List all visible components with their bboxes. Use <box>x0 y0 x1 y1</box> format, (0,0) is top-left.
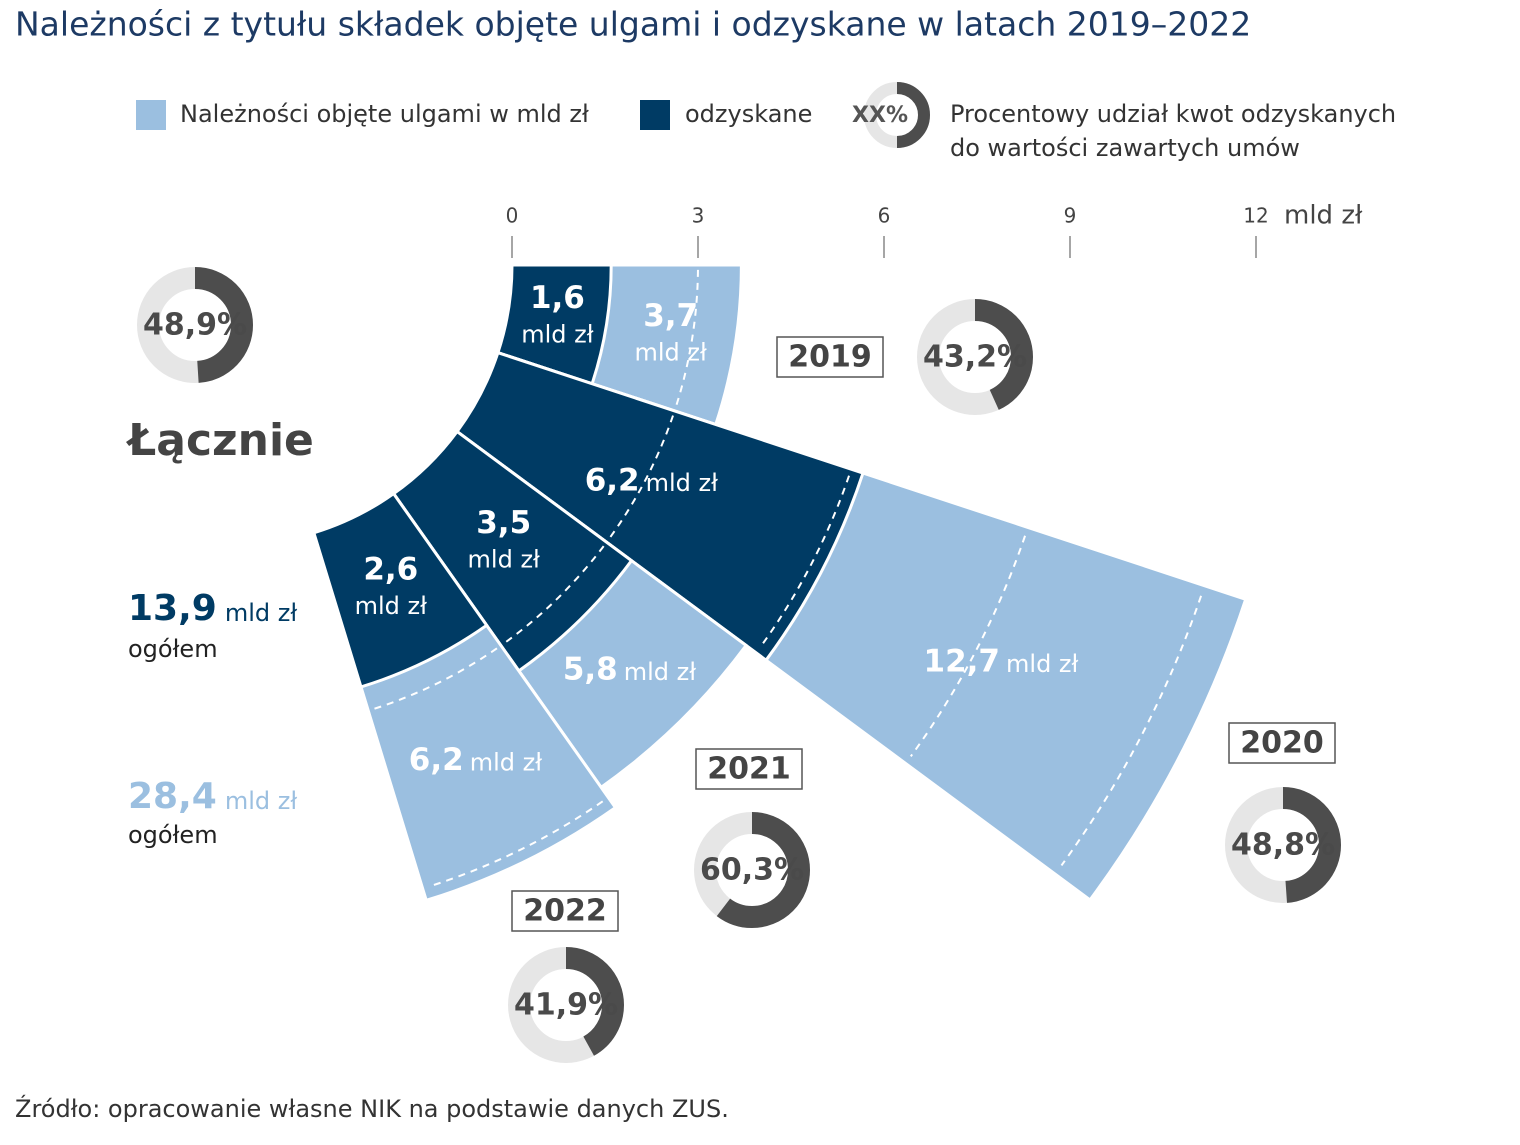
grid-arc <box>428 800 604 888</box>
year-badge <box>776 336 884 378</box>
value-label: 3,7 <box>643 298 698 334</box>
value-label: 5,8 <box>563 652 618 688</box>
value-label: 2,6 <box>363 551 418 587</box>
value-label: 3,5 <box>476 505 531 541</box>
legend-swatch-light <box>136 100 166 130</box>
x-tick-label: 3 <box>692 204 705 228</box>
grid-arc <box>759 475 850 648</box>
legend-label: Procentowy udział kwot odzyskanych do wa… <box>950 100 1397 162</box>
donut-arc <box>1225 787 1341 903</box>
total-value: 28,4 <box>128 776 217 817</box>
donut-arc <box>917 299 1033 415</box>
year-badge <box>511 890 619 932</box>
year-label: 2022 <box>523 894 607 929</box>
year-label: 2020 <box>1240 726 1324 761</box>
grid-arc <box>910 535 1027 757</box>
donut-arc <box>694 812 810 928</box>
x-tick-label: 0 <box>506 204 519 228</box>
value-unit: mld zł <box>521 320 594 348</box>
total-note: ogółem <box>128 821 218 849</box>
x-tick-label: 12 <box>1243 204 1268 228</box>
source: Źródło: opracowanie własne NIK na podsta… <box>15 1094 729 1123</box>
donut-label: 41,9% <box>514 988 618 1023</box>
legend-donut-arc <box>896 82 930 148</box>
x-tick-label: 9 <box>1064 204 1077 228</box>
year-label: 2021 <box>707 752 791 787</box>
total-unit: mld zł <box>225 787 298 815</box>
legend-label: Należności objęte ulgami w mld zł <box>180 100 589 128</box>
grid-arc <box>504 545 605 644</box>
value-unit: mld zł <box>635 338 708 366</box>
grid-arc <box>372 647 498 711</box>
value-label: 12,7 <box>924 644 1001 680</box>
grid-arc <box>608 415 674 539</box>
donut-arc <box>508 947 624 1063</box>
year-badge <box>1228 722 1336 764</box>
year-label: 2019 <box>788 340 872 375</box>
bar-recovered <box>454 350 865 663</box>
value-label: 6,2 <box>409 742 464 778</box>
total-label: Łącznie <box>126 415 314 466</box>
total-note: ogółem <box>128 635 218 663</box>
total-unit: mld zł <box>225 599 298 627</box>
value-label: 6,2 <box>585 463 640 499</box>
legend-swatch-dark <box>640 100 670 130</box>
value-label: 1,6 <box>530 280 585 316</box>
donut-arc <box>137 267 253 383</box>
donut-label: 48,9% <box>143 308 247 343</box>
value-unit: mld zł <box>468 546 541 574</box>
donut-label: 43,2% <box>923 340 1027 375</box>
axis-unit: mld zł <box>1284 201 1363 231</box>
value-unit: mld zł <box>624 658 697 686</box>
total-value: 13,9 <box>128 588 217 629</box>
donut-label: 48,8% <box>1231 828 1335 863</box>
chart-title: Należności z tytułu składek objęte ulgam… <box>15 5 1251 44</box>
value-unit: mld zł <box>1006 650 1079 678</box>
year-badge <box>695 748 803 790</box>
bar-recovered <box>311 491 489 689</box>
value-unit: mld zł <box>355 592 428 620</box>
x-tick-label: 6 <box>878 204 891 228</box>
legend-donut-label: XX% <box>852 103 908 128</box>
legend-label: odzyskane <box>685 100 812 128</box>
value-unit: mld zł <box>646 469 719 497</box>
donut-label: 60,3% <box>700 853 804 888</box>
grid-arc <box>675 269 699 407</box>
value-unit: mld zł <box>470 748 543 776</box>
